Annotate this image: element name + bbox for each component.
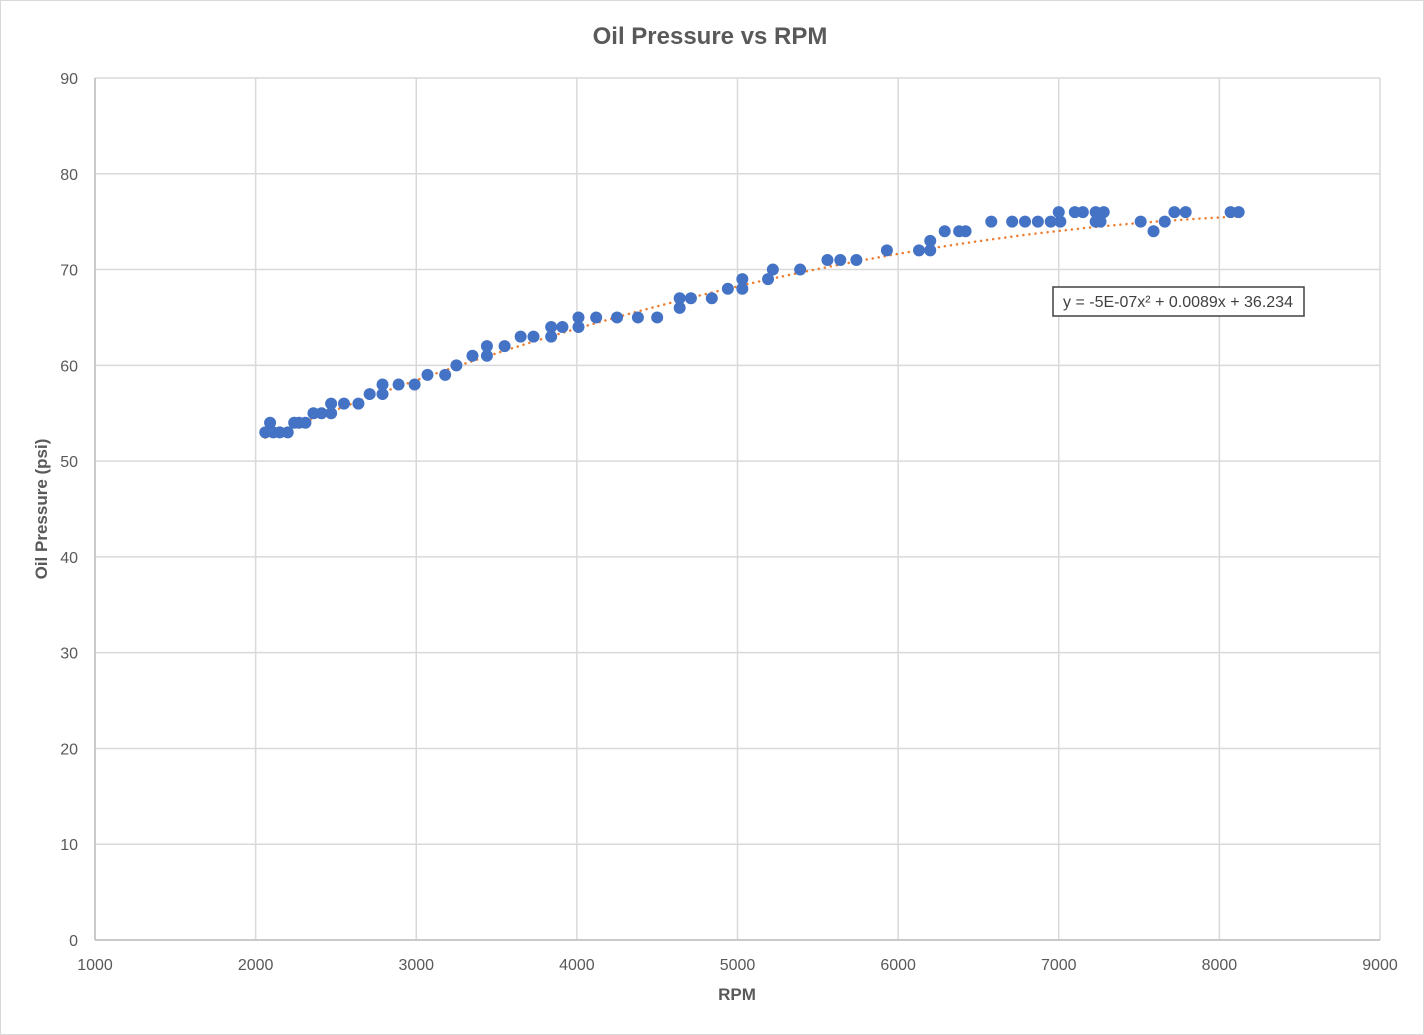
data-point [408,378,421,391]
y-tick-label: 30 [60,646,78,663]
data-point [264,416,277,429]
y-tick-label: 90 [60,71,78,88]
data-point [924,234,937,247]
data-point [1158,215,1171,228]
data-point [736,282,749,295]
data-point [1054,215,1067,228]
data-point [363,388,376,401]
data-point [673,292,686,305]
data-point [325,407,338,420]
data-point [1031,215,1044,228]
y-tick-label: 20 [60,741,78,758]
x-axis-title: RPM [718,985,756,1004]
equation-box-border [1052,286,1305,317]
x-tick-label: 9000 [1362,957,1398,974]
y-tick-labels: 0 10 20 30 40 50 60 70 80 90 [60,71,78,950]
y-tick-label: 0 [69,933,78,950]
data-point [450,359,463,372]
x-tick-label: 3000 [398,957,434,974]
data-points [259,206,1245,439]
data-point [590,311,603,324]
data-point [466,349,479,362]
data-point [631,311,644,324]
data-point [556,321,569,334]
data-point [480,340,493,353]
data-point [1052,206,1065,219]
data-point [392,378,405,391]
data-point [572,311,585,324]
data-point [439,368,452,381]
data-point [1179,206,1192,219]
x-tick-labels: 1000 2000 3000 4000 5000 6000 7000 8000 9000 [77,957,1398,974]
y-tick-label: 50 [60,454,78,471]
data-point [498,340,511,353]
data-point [1147,225,1160,238]
data-point [1094,215,1107,228]
y-tick-label: 10 [60,837,78,854]
data-point [985,215,998,228]
x-tick-label: 4000 [559,957,595,974]
data-point [545,321,558,334]
data-point [281,426,294,439]
data-point [376,388,389,401]
data-point [959,225,972,238]
data-point [1006,215,1019,228]
data-point [545,330,558,343]
data-point [762,273,775,286]
data-point [1134,215,1147,228]
data-point [880,244,893,257]
y-tick-label: 60 [60,358,78,375]
data-point [337,397,350,410]
data-point [736,273,749,286]
x-tick-label: 8000 [1202,957,1238,974]
data-point [1232,206,1245,219]
data-point [834,253,847,266]
trendline [264,215,1240,439]
data-point [1019,215,1032,228]
data-point [766,263,779,276]
data-point [684,292,697,305]
data-point [514,330,527,343]
data-point [938,225,951,238]
y-tick-label: 40 [60,550,78,567]
data-point [1168,206,1181,219]
data-point [1044,215,1057,228]
y-axis-title: Oil Pressure (psi) [32,439,51,580]
data-point [376,378,389,391]
grid [94,77,1381,941]
trendline-equation: y = -5E-07x² + 0.0089x + 36.234 [1063,294,1293,311]
data-point [1097,206,1110,219]
x-tick-label: 7000 [1041,957,1077,974]
data-point [572,321,585,334]
x-tick-label: 2000 [238,957,274,974]
y-tick-label: 70 [60,263,78,280]
data-point [721,282,734,295]
data-point [527,330,540,343]
trendline-equation-box: y = -5E-07x² + 0.0089x + 36.234 [1052,286,1305,317]
data-point [480,349,493,362]
data-point [913,244,926,257]
data-point [421,368,434,381]
data-point [924,244,937,257]
data-point [821,253,834,266]
y-tick-label: 80 [60,167,78,184]
data-point [325,397,338,410]
trendline-group [264,215,1240,439]
data-point [651,311,664,324]
data-point [673,301,686,314]
data-point [850,253,863,266]
data-point [352,397,365,410]
x-tick-label: 6000 [880,957,916,974]
data-point [1076,206,1089,219]
data-point [794,263,807,276]
chart-title: Oil Pressure vs RPM [593,23,828,50]
x-tick-label: 1000 [77,957,113,974]
data-point [705,292,718,305]
data-point [315,407,328,420]
data-point [299,416,312,429]
x-tick-label: 5000 [720,957,756,974]
data-point [611,311,624,324]
